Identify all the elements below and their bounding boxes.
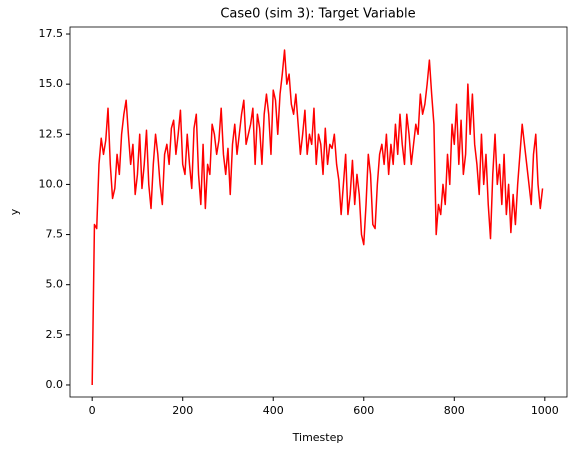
y-tick-label: 0.0 [46,378,64,391]
x-tick-label: 600 [353,404,374,417]
y-tick-label: 15.0 [39,77,64,90]
y-tick-label: 10.0 [39,177,64,190]
x-tick-label: 200 [172,404,193,417]
data-line [91,49,544,385]
x-axis-label: Timestep [292,431,344,444]
y-tick-label: 12.5 [39,127,64,140]
x-tick-label: 400 [263,404,284,417]
x-tick-label: 0 [89,404,96,417]
chart-title: Case0 (sim 3): Target Variable [220,7,415,22]
x-tick-label: 800 [444,404,465,417]
y-tick-label: 7.5 [46,228,64,241]
y-axis-label: y [8,208,21,215]
y-tick-label: 2.5 [46,328,64,341]
plot-frame [69,26,568,398]
x-tick-label: 1000 [531,404,559,417]
y-tick-label: 5.0 [46,278,64,291]
y-tick-label: 17.5 [39,27,64,40]
